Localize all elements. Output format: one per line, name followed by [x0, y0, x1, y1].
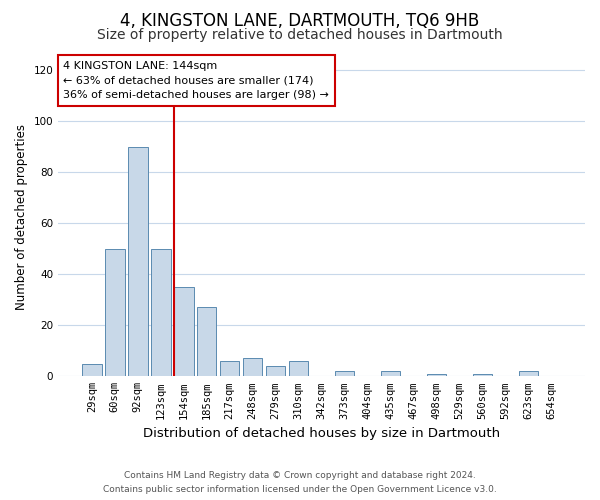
Text: 4 KINGSTON LANE: 144sqm
← 63% of detached houses are smaller (174)
36% of semi-d: 4 KINGSTON LANE: 144sqm ← 63% of detache… — [64, 60, 329, 100]
Bar — [266, 366, 286, 376]
Bar — [220, 361, 239, 376]
Bar — [473, 374, 492, 376]
Bar — [128, 147, 148, 376]
Bar — [151, 249, 170, 376]
Bar — [289, 361, 308, 376]
X-axis label: Distribution of detached houses by size in Dartmouth: Distribution of detached houses by size … — [143, 427, 500, 440]
Bar — [518, 371, 538, 376]
Bar — [197, 308, 217, 376]
Bar — [105, 249, 125, 376]
Bar — [243, 358, 262, 376]
Text: 4, KINGSTON LANE, DARTMOUTH, TQ6 9HB: 4, KINGSTON LANE, DARTMOUTH, TQ6 9HB — [121, 12, 479, 30]
Bar — [381, 371, 400, 376]
Bar — [335, 371, 355, 376]
Bar — [82, 364, 101, 376]
Y-axis label: Number of detached properties: Number of detached properties — [15, 124, 28, 310]
Bar — [174, 287, 194, 376]
Text: Size of property relative to detached houses in Dartmouth: Size of property relative to detached ho… — [97, 28, 503, 42]
Text: Contains HM Land Registry data © Crown copyright and database right 2024.
Contai: Contains HM Land Registry data © Crown c… — [103, 472, 497, 494]
Bar — [427, 374, 446, 376]
